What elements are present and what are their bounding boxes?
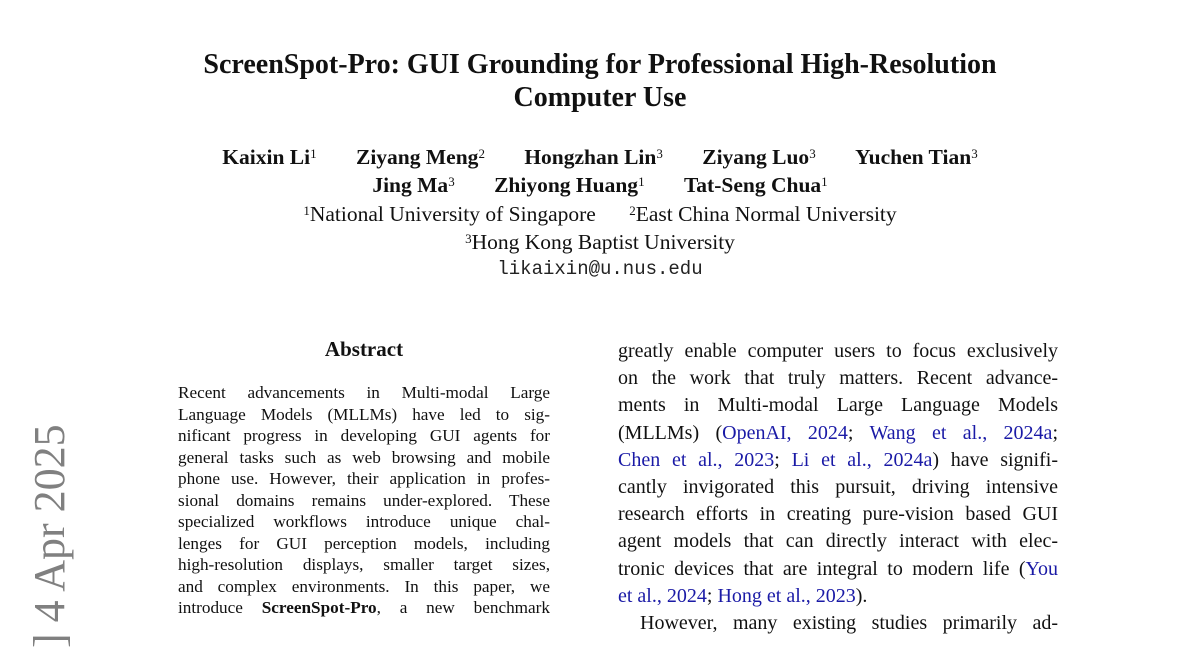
text-line: cantly invigorated this pursuit, driving…: [618, 476, 1058, 499]
author-row: Kaixin Li1 Ziyang Meng2 Hongzhan Lin3 Zi…: [0, 143, 1200, 171]
text-line: greatly enable computer users to focus e…: [618, 340, 1058, 362]
author: Hongzhan Lin3: [524, 145, 663, 169]
text-line: nificant progress in developing GUI agen…: [178, 426, 550, 445]
citation-link[interactable]: Hong et al., 2023: [717, 584, 856, 607]
author: Jing Ma3: [372, 173, 455, 197]
text-line: Language Models (MLLMs) have led to sig-: [178, 404, 550, 424]
author: Zhiyong Huang1: [494, 173, 645, 197]
paper-title: ScreenSpot-Pro: GUI Grounding for Profes…: [0, 48, 1200, 114]
abstract-heading: Abstract: [324, 337, 404, 361]
text-line: lenges for GUI perception models, includ…: [178, 533, 550, 553]
text-line: (MLLMs) (OpenAI, 2024; Wang et al., 2024…: [618, 421, 1058, 444]
affiliation: 3Hong Kong Baptist University: [465, 230, 735, 254]
affiliations: 1National University of Singapore 2East …: [0, 200, 1200, 256]
text-line: ments in Multi-modal Large Language Mode…: [618, 394, 1058, 417]
text-line: general tasks such as web browsing and m…: [178, 447, 550, 467]
title-line: Computer Use: [513, 82, 687, 113]
citation-link[interactable]: Chen et al., 2023: [618, 448, 775, 471]
text-line: specialized workflows introduce unique c…: [178, 512, 550, 531]
text-line: Chen et al., 2023; Li et al., 2024a) hav…: [618, 448, 1058, 471]
author: Yuchen Tian3: [855, 145, 978, 169]
affiliation: 2East China Normal University: [629, 202, 897, 226]
citation-link[interactable]: Li et al., 2024a: [791, 448, 933, 471]
author: Ziyang Meng2: [355, 145, 485, 169]
citation-link[interactable]: You: [1025, 557, 1058, 580]
text-line: agent models that can directly interact …: [618, 530, 1058, 553]
text-line: sional domains remains under-explored. T…: [178, 490, 550, 510]
text-line: research efforts in creating pure-vision…: [618, 503, 1058, 526]
author: Ziyang Luo3: [702, 145, 816, 169]
author-row: Jing Ma3 Zhiyong Huang1 Tat-Seng Chua1: [0, 171, 1200, 199]
text-line: However, many existing studies primarily…: [640, 612, 1058, 635]
arxiv-stamp: ] 4 Apr 2025: [25, 424, 74, 648]
citation-link[interactable]: et al., 2024: [618, 584, 707, 607]
author: Tat-Seng Chua1: [683, 173, 828, 197]
introduction-body: greatly enable computer users to focus e…: [618, 338, 1058, 637]
citation-link[interactable]: Wang et al., 2024a: [869, 421, 1053, 444]
text-line: et al., 2024; Hong et al., 2023).: [618, 584, 868, 607]
author-list: Kaixin Li1 Ziyang Meng2 Hongzhan Lin3 Zi…: [0, 143, 1200, 199]
text-line: on the work that truly matters. Recent a…: [618, 367, 1058, 390]
affiliation: 1National University of Singapore: [303, 202, 596, 226]
text-line: introduce ScreenSpot-Pro, a new benchmar…: [178, 598, 550, 617]
author: Kaixin Li1: [222, 145, 317, 169]
citation-link[interactable]: OpenAI, 2024: [722, 421, 848, 444]
contact-email: likaixin@u.nus.edu: [497, 258, 703, 280]
abstract-body: Recent advancements in Multi-modal Large…: [178, 382, 550, 619]
text-line: Recent advancements in Multi-modal Large: [178, 383, 550, 402]
text-line: high-resolution displays, smaller target…: [178, 555, 550, 574]
title-line: ScreenSpot-Pro: GUI Grounding for Profes…: [203, 49, 997, 80]
text-line: phone use. However, their application in…: [178, 469, 550, 488]
text-line: tronic devices that are integral to mode…: [618, 557, 1058, 580]
text-line: and complex environments. In this paper,…: [178, 576, 550, 596]
